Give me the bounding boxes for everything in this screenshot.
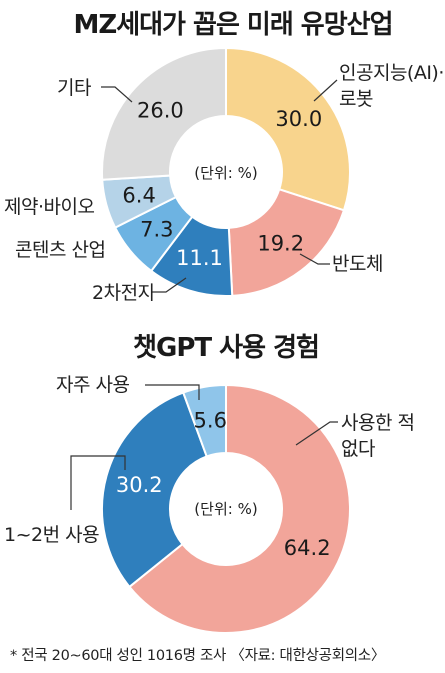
chart-1-value-labels: 30.0 19.2 11.17.3 6.4 26.0 bbox=[122, 98, 322, 270]
chart-2-slices bbox=[101, 383, 351, 634]
leader-line-battery bbox=[152, 277, 187, 293]
chart-1-title: MZ세대가 꼽은 미래 유망산업 bbox=[73, 10, 392, 40]
chart-1-value-label-3: 7.3 bbox=[140, 218, 173, 242]
chart-1-slices bbox=[101, 46, 351, 297]
chart-2-value-label-2: 5.6 bbox=[194, 408, 227, 432]
chart-1-value-label-1: 19.2 bbox=[257, 231, 304, 255]
category-label-often: 자주 사용 bbox=[56, 374, 129, 396]
chart-1-unit-label: (단위: %) bbox=[194, 164, 257, 182]
category-label-semiconductor: 반도체 bbox=[332, 253, 383, 275]
chart-2-slice-1 bbox=[101, 391, 208, 589]
chart-1-slice-1 bbox=[227, 188, 346, 297]
category-label-other: 기타 bbox=[57, 77, 91, 99]
leader-line-semiconductor bbox=[299, 253, 330, 265]
leader-line-other bbox=[101, 86, 133, 103]
chart-1-value-label-5: 26.0 bbox=[137, 98, 184, 122]
chart-2-value-label-1: 30.2 bbox=[116, 473, 163, 497]
category-label-ai: 인공지능(AI)· 로봇 bbox=[339, 62, 444, 110]
chart-1-value-label-4: 6.4 bbox=[122, 183, 155, 207]
leader-line-ai bbox=[313, 79, 338, 102]
leader-line-never-used bbox=[295, 421, 338, 446]
chart-2: 챗GPT 사용 경험 64.2 30.2 5.6 (단위: %) 사용한 적 없다 1… bbox=[4, 333, 415, 634]
category-label-never-used: 사용한 적 없다 bbox=[341, 412, 414, 460]
chart-2-value-label-0: 64.2 bbox=[284, 536, 331, 560]
chart-2-value-labels: 64.2 30.2 5.6 bbox=[116, 408, 331, 559]
chart-2-slice-0 bbox=[128, 383, 351, 634]
category-label-pharma: 제약·바이오 bbox=[4, 196, 94, 218]
chart-2-unit-label: (단위: %) bbox=[194, 500, 257, 518]
chart-2-title: 챗GPT 사용 경험 bbox=[133, 333, 319, 363]
chart-1-value-label-0: 30.0 bbox=[275, 107, 322, 131]
category-label-battery: 2차전지 bbox=[92, 282, 155, 304]
category-label-once-twice: 1~2번 사용 bbox=[4, 524, 99, 546]
footnote: * 전국 20~60대 성인 1016명 조사 〈자료: 대한상공회의소〉 bbox=[10, 647, 385, 664]
leader-line-often bbox=[145, 384, 200, 400]
leader-line-once-twice bbox=[70, 455, 126, 510]
chart-1-value-label-2: 11.1 bbox=[176, 246, 223, 270]
chart-1-slice-5 bbox=[101, 46, 227, 181]
chart-1-slice-0 bbox=[225, 46, 351, 212]
chart-1: MZ세대가 꼽은 미래 유망산업 30.019.211.17.36.426.0 … bbox=[4, 10, 444, 304]
category-label-contents: 콘텐츠 산업 bbox=[15, 239, 105, 261]
chart-2-slice-2 bbox=[181, 383, 227, 458]
